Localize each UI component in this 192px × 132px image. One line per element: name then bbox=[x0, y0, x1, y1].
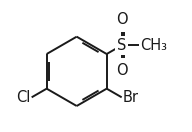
Text: O: O bbox=[116, 63, 127, 78]
Text: CH₃: CH₃ bbox=[140, 38, 167, 53]
Text: S: S bbox=[117, 38, 126, 53]
Text: O: O bbox=[116, 12, 127, 27]
Text: Cl: Cl bbox=[16, 90, 30, 105]
Text: Br: Br bbox=[123, 90, 139, 105]
